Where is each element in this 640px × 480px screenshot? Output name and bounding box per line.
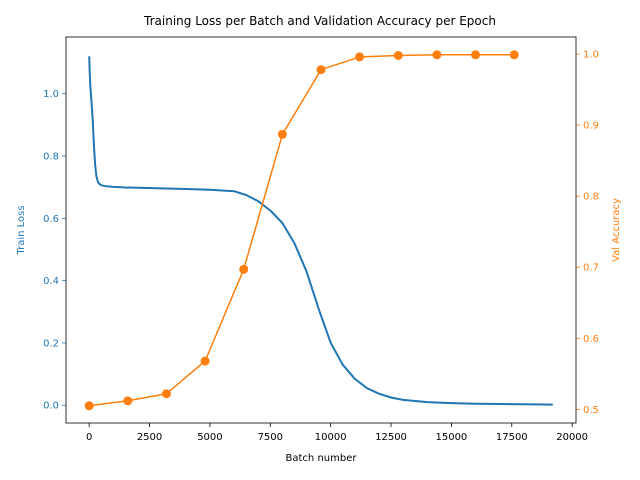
- val-accuracy-point: [432, 50, 442, 60]
- chart-title: Training Loss per Batch and Validation A…: [143, 14, 496, 28]
- x-axis-label: Batch number: [286, 453, 358, 464]
- right-y-axis: 0.5 0.6 0.7 0.8 0.9 1.0: [576, 50, 599, 416]
- x-tick-label: 2500: [137, 432, 162, 443]
- val-accuracy-point: [239, 264, 249, 274]
- x-axis: 0 2500 5000 7500 10000 12500 15000 17500 20000: [86, 423, 588, 443]
- right-y-tick-label: 0.6: [583, 334, 599, 345]
- val-accuracy-point: [355, 52, 365, 62]
- right-y-tick-label: 1.0: [583, 50, 599, 61]
- left-y-tick-label: 0.0: [43, 401, 59, 412]
- left-y-axis-label: Train Loss: [16, 205, 27, 255]
- x-tick-label: 17500: [496, 432, 528, 443]
- x-tick-label: 5000: [197, 432, 222, 443]
- left-y-tick-label: 0.8: [43, 152, 59, 163]
- val-accuracy-point: [316, 65, 326, 75]
- left-y-tick-label: 0.2: [43, 338, 59, 349]
- left-y-tick-label: 0.4: [43, 276, 59, 287]
- left-y-tick-label: 0.6: [43, 214, 59, 225]
- right-y-tick-label: 0.5: [583, 405, 599, 416]
- val-accuracy-point: [509, 50, 519, 60]
- val-accuracy-point: [161, 389, 171, 399]
- x-tick-label: 15000: [435, 432, 467, 443]
- x-tick-label: 12500: [375, 432, 407, 443]
- val-accuracy-point: [123, 396, 133, 406]
- val-accuracy-line: [89, 54, 515, 407]
- right-y-tick-label: 0.8: [583, 192, 599, 203]
- plot-frame: [65, 36, 577, 424]
- plot-area: [84, 50, 553, 411]
- right-y-tick-label: 0.7: [583, 263, 599, 274]
- left-y-tick-label: 1.0: [43, 89, 59, 100]
- right-y-axis-label: Val Accuracy: [611, 198, 622, 262]
- x-tick-label: 0: [86, 432, 92, 443]
- train-loss-line: [88, 56, 553, 406]
- val-accuracy-point: [471, 50, 481, 60]
- left-y-axis: 0.0 0.2 0.4 0.6 0.8 1.0: [43, 89, 66, 412]
- val-accuracy-point: [277, 129, 287, 139]
- x-tick-label: 10000: [315, 432, 347, 443]
- val-accuracy-point: [393, 50, 403, 60]
- x-tick-label: 20000: [556, 432, 588, 443]
- val-accuracy-point: [84, 401, 94, 411]
- x-tick-label: 7500: [258, 432, 283, 443]
- val-accuracy-point: [200, 356, 210, 366]
- right-y-tick-label: 0.9: [583, 121, 599, 132]
